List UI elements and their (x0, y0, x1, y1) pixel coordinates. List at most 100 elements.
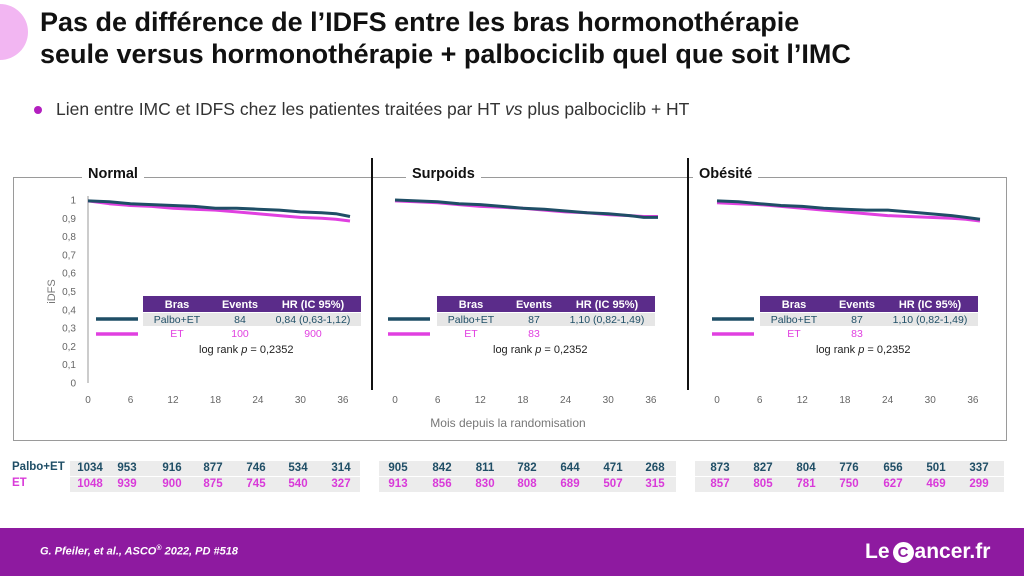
bullet-text: Lien entre IMC et IDFS chez les patiente… (56, 99, 689, 120)
title-line-2: seule versus hormonothérapie + palbocicl… (40, 39, 851, 69)
risk-value-pal-1-0: 905 (388, 462, 408, 474)
risk-value-pal-0-4: 746 (246, 462, 266, 474)
risk-value-et-1-1: 856 (432, 478, 452, 490)
risk-value-et-2-3: 750 (839, 478, 859, 490)
risk-value-et-1-2: 830 (475, 478, 495, 490)
y-tick-label-0: 0 (70, 379, 76, 390)
x-tick-label-surpoids-1: 6 (435, 395, 441, 406)
risk-value-et-1-3: 808 (517, 478, 537, 490)
risk-value-pal-2-4: 656 (883, 462, 903, 474)
legend-header-obesite-2: HR (IC 95%) (899, 299, 962, 311)
legend-events-et-obesite: 83 (851, 328, 863, 340)
legend-header-bg-normal (143, 296, 361, 312)
risk-value-et-0-2: 900 (162, 478, 182, 490)
x-tick-label-obesite-3: 18 (839, 395, 851, 406)
legend-arm-et-obesite: ET (787, 328, 801, 340)
footer-citation: G. Pfeiler, et al., ASCO® 2022, PD #518 (40, 545, 238, 558)
risk-value-et-1-0: 913 (388, 478, 408, 490)
citation-post: 2022, PD #518 (161, 545, 238, 558)
y-axis-label: iDFS (46, 279, 58, 303)
y-tick-label-6: 0,6 (62, 269, 76, 280)
legend-header-obesite-0: Bras (782, 299, 806, 311)
bullet-text-vs: vs (505, 99, 523, 119)
risk-value-et-1-4: 689 (560, 478, 580, 490)
bullet-dot-icon (34, 105, 42, 114)
risk-value-et-2-1: 805 (753, 478, 773, 490)
risk-band-et-0 (70, 477, 360, 492)
legend-header-normal-0: Bras (165, 299, 189, 311)
legend-arm-palbo-obesite: Palbo+ET (771, 314, 818, 326)
logo-text-post: ancer.fr (914, 540, 991, 563)
x-tick-label-obesite-2: 12 (797, 395, 809, 406)
risk-value-et-0-5: 540 (288, 478, 308, 490)
legend-arm-et-normal: ET (170, 328, 184, 340)
risk-value-pal-2-2: 804 (796, 462, 816, 474)
risk-label-et: ET (12, 477, 27, 489)
x-tick-label-obesite-5: 30 (925, 395, 937, 406)
risk-value-pal-0-3: 877 (203, 462, 223, 474)
legend-arm-palbo-surpoids: Palbo+ET (448, 314, 495, 326)
legend-row-bg-normal (143, 313, 361, 326)
legend-row-bg-obesite (760, 313, 978, 326)
risk-value-et-2-4: 627 (883, 478, 903, 490)
x-tick-label-normal-4: 24 (252, 395, 264, 406)
legend-hr-palbo-obesite: 1,10 (0,82-1,49) (893, 314, 968, 326)
risk-band-et-2 (695, 477, 1004, 492)
panel-title-surpoids: Surpoids (406, 166, 481, 182)
panel-divider-2 (687, 158, 689, 390)
risk-value-pal-2-5: 501 (926, 462, 946, 474)
risk-value-pal-0-5: 534 (288, 462, 308, 474)
legend-arm-palbo-normal: Palbo+ET (154, 314, 201, 326)
bullet-item: Lien entre IMC et IDFS chez les patiente… (34, 99, 689, 120)
x-tick-label-obesite-0: 0 (714, 395, 720, 406)
panel-title-obesite: Obésité (693, 166, 759, 182)
legend-events-et-normal: 100 (231, 328, 249, 340)
risk-value-pal-1-3: 782 (517, 462, 537, 474)
x-tick-label-normal-2: 12 (167, 395, 179, 406)
x-tick-label-obesite-1: 6 (757, 395, 763, 406)
x-tick-label-obesite-6: 36 (967, 395, 979, 406)
risk-band-et-1 (379, 477, 676, 492)
log-rank-obesite: log rank p = 0,2352 (816, 344, 911, 356)
risk-value-et-0-6: 327 (331, 478, 351, 490)
y-tick-label-1: 0,1 (62, 360, 76, 371)
legend-header-normal-1: Events (222, 299, 258, 311)
risk-band-pal-0 (70, 461, 360, 476)
x-tick-label-normal-5: 30 (295, 395, 307, 406)
risk-value-et-0-1: 939 (117, 478, 137, 490)
risk-value-pal-2-1: 827 (753, 462, 773, 474)
chart-frame (13, 177, 1007, 441)
panel-title-normal: Normal (82, 166, 144, 182)
y-tick-label-3: 0,3 (62, 324, 76, 335)
risk-band-pal-2 (695, 461, 1004, 476)
log-rank-normal: log rank p = 0,2352 (199, 344, 294, 356)
legend-header-surpoids-0: Bras (459, 299, 483, 311)
km-curve-surpoids-palbo (394, 198, 658, 219)
legend-events-palbo-surpoids: 87 (528, 314, 540, 326)
y-tick-label-7: 0,7 (62, 250, 76, 261)
risk-value-et-1-5: 507 (603, 478, 623, 490)
risk-value-pal-0-2: 916 (162, 462, 182, 474)
legend-events-et-surpoids: 83 (528, 328, 540, 340)
risk-value-et-2-2: 781 (796, 478, 816, 490)
legend-events-palbo-obesite: 87 (851, 314, 863, 326)
legend-hr-et-normal: 900 (304, 328, 322, 340)
km-curve-normal-palbo (87, 199, 351, 218)
risk-value-et-0-0: 1048 (77, 478, 103, 490)
km-curve-obesite-palbo (716, 199, 981, 221)
legend-hr-palbo-surpoids: 1,10 (0,82-1,49) (570, 314, 645, 326)
x-axis-label: Mois depuis la randomisation (430, 416, 585, 430)
citation-pre: G. Pfeiler, et al., ASCO (40, 545, 157, 558)
risk-value-et-0-4: 745 (246, 478, 266, 490)
km-curve-obesite-et (716, 201, 981, 223)
y-tick-label-9: 0,9 (62, 214, 76, 225)
y-tick-label-4: 0,4 (62, 305, 76, 316)
y-tick-label-5: 0,5 (62, 287, 76, 298)
x-tick-label-normal-1: 6 (128, 395, 134, 406)
x-tick-label-obesite-4: 24 (882, 395, 894, 406)
x-tick-label-surpoids-5: 30 (603, 395, 615, 406)
risk-value-pal-1-6: 268 (645, 462, 665, 474)
bullet-text-post: plus palbociclib + HT (522, 99, 690, 119)
logo-c-icon: C (892, 541, 914, 563)
